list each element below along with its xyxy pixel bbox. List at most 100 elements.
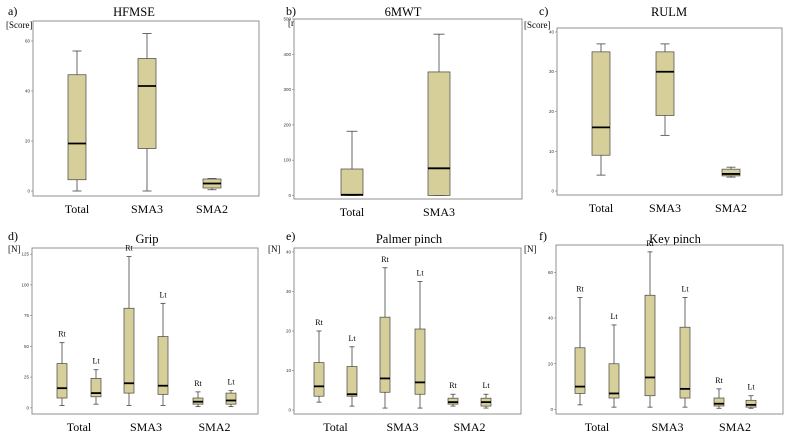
box-total — [67, 74, 87, 181]
x-category-label: SMA3 — [651, 420, 683, 434]
plot-frame — [555, 244, 784, 415]
box-sma2 — [721, 168, 741, 177]
y-tick-label: 20 — [25, 139, 31, 144]
y-tick-label: 25 — [24, 375, 30, 380]
box-total — [346, 366, 358, 397]
y-unit-label: [Score] — [524, 20, 551, 30]
y-unit-label: [N] — [268, 244, 281, 254]
y-tick-label: 0 — [550, 407, 553, 412]
y-tick-label: 40 — [549, 29, 555, 34]
side-label: Lt — [482, 381, 490, 390]
x-category-label: Total — [323, 420, 348, 434]
panel-grip: d) Grip [N] 0 25 50 75 100 125 Rt Lt Rt Lt Rt Lt Tot… — [0, 219, 262, 438]
box-sma3 — [414, 328, 426, 395]
panel-rulm: c) RULM [Score] 0 10 20 30 40 Total SMA3 SMA2 — [524, 0, 787, 219]
side-label: Lt — [159, 290, 167, 299]
panel-label: a) — [8, 4, 18, 18]
palmer-pinch-plot: 0 10 20 30 40 Rt Lt Rt Lt Rt Lt Total SMA3 SMA2 — [286, 247, 522, 434]
side-label: Lt — [747, 383, 755, 392]
side-label: Rt — [449, 381, 457, 390]
side-label: Lt — [227, 378, 235, 387]
chart-title: Key pinch — [649, 232, 701, 246]
box-sma3 — [644, 294, 656, 397]
y-tick-label: 20 — [549, 109, 555, 114]
x-category-label: SMA3 — [130, 420, 162, 434]
plot-frame — [31, 247, 259, 415]
box-total — [340, 168, 364, 196]
y-unit-label: [Score] — [6, 20, 33, 30]
box-sma3 — [137, 58, 157, 149]
y-tick-label: 10 — [286, 368, 292, 373]
x-category-label: SMA3 — [386, 420, 418, 434]
y-tick-label: 10 — [549, 149, 555, 154]
x-category-label: Total — [585, 420, 610, 434]
y-unit-label: [N] — [8, 244, 21, 254]
panel-palmer-pinch: e) Palmer pinch [N] 0 10 20 30 40 Rt Lt Rt Lt Rt L… — [262, 219, 524, 438]
rulm-plot: 0 10 20 30 40 Total SMA3 SMA2 — [549, 27, 783, 215]
y-tick-label: 30 — [549, 69, 555, 74]
y-tick-label: 0 — [26, 405, 29, 410]
box-total — [574, 347, 586, 394]
y-unit-label: [N] — [524, 244, 537, 254]
box-total — [56, 363, 68, 399]
side-label: Lt — [416, 269, 424, 278]
x-category-label: Total — [589, 201, 614, 215]
side-label: Lt — [610, 312, 618, 321]
grip-plot: 0 25 50 75 100 125 Rt Lt Rt Lt Rt Lt Total SMA3 SMA2 — [21, 244, 259, 434]
chart-title: HFMSE — [113, 5, 155, 19]
y-tick-label: 0 — [288, 193, 291, 198]
box-total — [90, 377, 102, 398]
box-total — [608, 363, 620, 399]
side-label: Rt — [381, 255, 389, 264]
box-total — [313, 362, 325, 397]
x-category-label: SMA3 — [423, 205, 455, 219]
y-tick-label: 0 — [27, 189, 30, 194]
y-tick-label: 200 — [283, 122, 291, 127]
box-sma3 — [427, 71, 451, 196]
side-label: Rt — [125, 244, 133, 253]
box-sma2 — [447, 397, 459, 405]
side-label: Rt — [576, 285, 584, 294]
y-tick-label: 0 — [551, 189, 554, 194]
y-tick-label: 100 — [21, 282, 29, 287]
side-label: Rt — [646, 239, 654, 248]
panel-label: c) — [539, 4, 549, 18]
hfmse-plot: 0 20 40 60 Total SMA3 SMA2 — [25, 20, 260, 216]
x-category-label: SMA2 — [715, 201, 747, 215]
x-category-label: SMA2 — [719, 420, 751, 434]
plot-frame — [293, 18, 523, 200]
side-label: Lt — [681, 285, 689, 294]
panel-label: d) — [8, 229, 18, 243]
y-tick-label: 30 — [286, 289, 292, 294]
y-tick-label: 75 — [24, 313, 30, 318]
plot-frame — [293, 247, 522, 415]
x-category-label: SMA2 — [453, 420, 485, 434]
side-label: Rt — [194, 379, 202, 388]
x-category-label: SMA2 — [198, 420, 230, 434]
x-category-label: SMA3 — [131, 202, 163, 216]
panel-label: b) — [286, 4, 296, 18]
box-sma3 — [123, 307, 135, 394]
y-tick-label: 0 — [288, 408, 291, 413]
y-tick-label: 300 — [283, 87, 291, 92]
side-label: Rt — [58, 330, 66, 339]
y-tick-label: 125 — [21, 252, 29, 257]
panel-key-pinch: f) Key pinch [N] 0 20 40 60 Rt Lt Rt Lt Rt Lt Tota… — [524, 219, 787, 438]
y-tick-label: 40 — [25, 89, 31, 94]
panel-hfmse: a) HFMSE [Score] 0 20 40 60 Total SMA3 SMA2 — [0, 0, 262, 219]
box-total — [591, 51, 611, 156]
chart-title: RULM — [650, 5, 688, 19]
x-category-label: Total — [67, 420, 92, 434]
y-tick-label: 100 — [283, 158, 291, 163]
y-tick-label: 40 — [286, 249, 292, 254]
key-pinch-plot: 0 20 40 60 Rt Lt Rt Lt Rt Lt Total SMA3 SMA2 — [548, 239, 784, 434]
side-label: Lt — [348, 334, 356, 343]
x-category-label: Total — [65, 202, 90, 216]
box-sma3 — [655, 51, 675, 116]
6mwt-plot: 0 100 200 300 400 500 Total SMA3 — [283, 17, 523, 219]
side-label: Rt — [315, 318, 323, 327]
y-tick-label: 40 — [548, 316, 554, 321]
box-sma2 — [225, 392, 237, 405]
chart-title: 6MWT — [384, 5, 422, 19]
